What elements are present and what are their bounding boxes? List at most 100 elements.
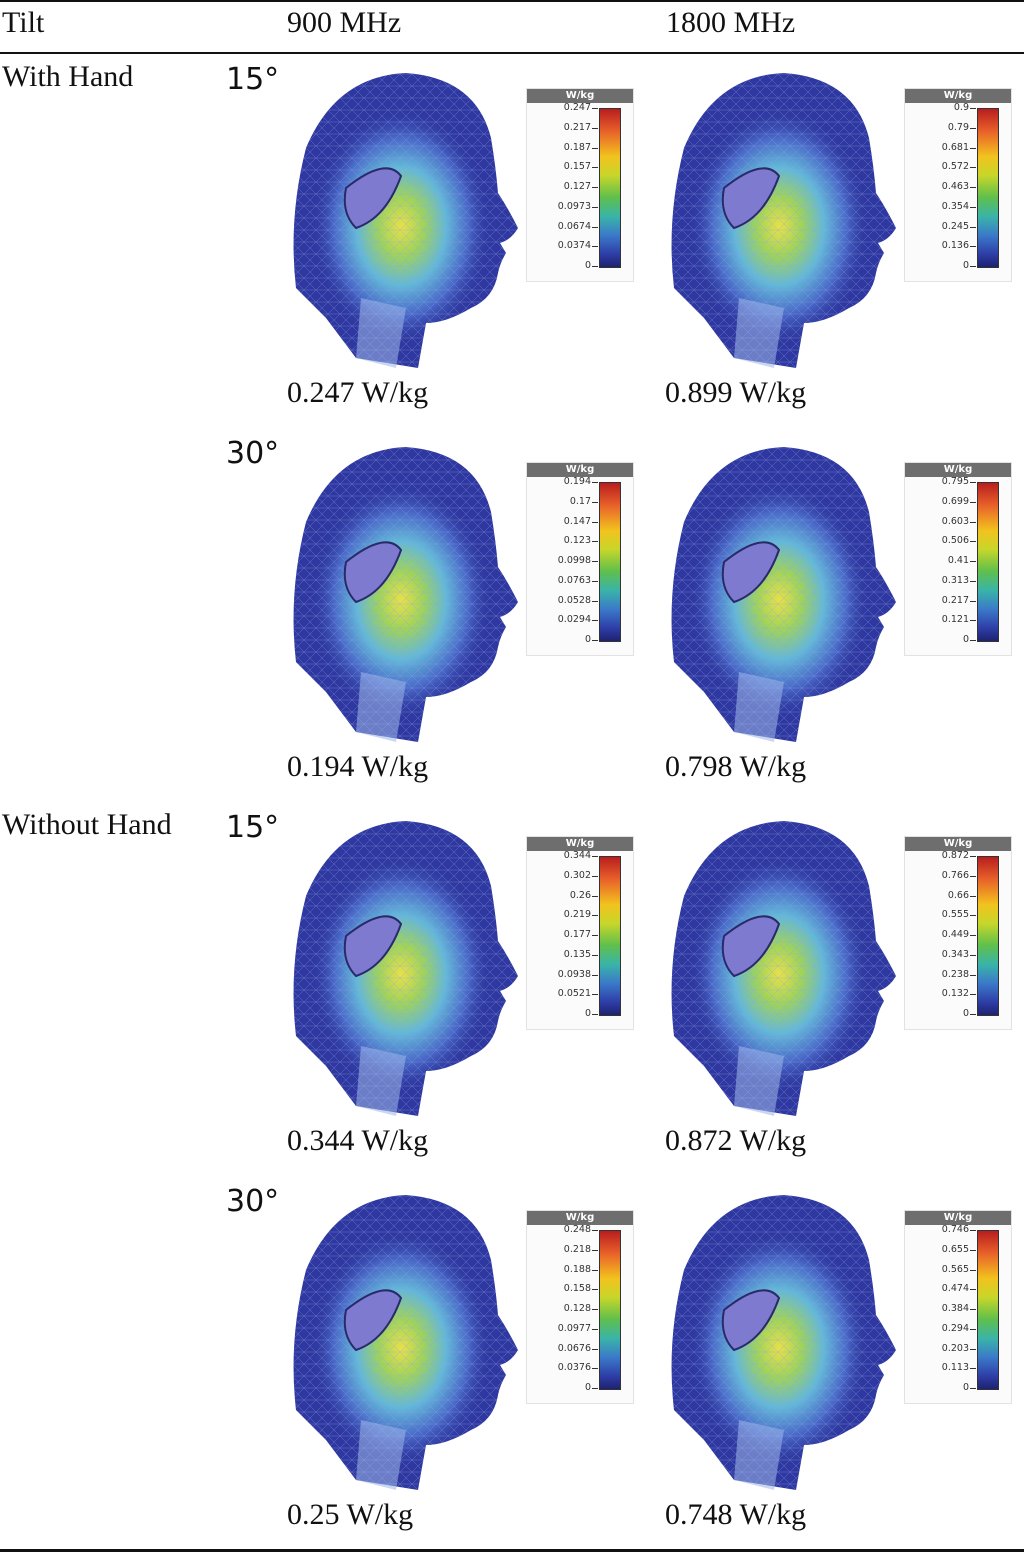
colorbar-tick-label: 0.449 bbox=[905, 930, 976, 940]
header-tilt: Tilt bbox=[2, 6, 45, 39]
colorbar-gradient bbox=[599, 856, 621, 1016]
colorbar-unit: W/kg bbox=[905, 1211, 1011, 1225]
colorbar-tick-label: 0.603 bbox=[905, 516, 976, 527]
ear-shape bbox=[343, 1289, 403, 1352]
sar-colorbar: W/kg 0.746 0.655 0.565 0.474 0.384 0.294 0.203… bbox=[904, 1210, 1012, 1404]
peak-sar-value: 0.899 W/kg bbox=[665, 376, 807, 409]
colorbar-tick-label: 0.506 bbox=[905, 536, 976, 546]
colorbar-tick-label: 0 bbox=[527, 261, 598, 271]
colorbar-tick-label: 0.66 bbox=[905, 890, 976, 901]
colorbar-unit: W/kg bbox=[905, 837, 1011, 851]
colorbar-tick-label: 0.113 bbox=[905, 1363, 976, 1373]
colorbar-tick-label: 0.0676 bbox=[527, 1343, 598, 1354]
header-1800mhz: 1800 MHz bbox=[666, 6, 796, 39]
colorbar-tick-label: 0.313 bbox=[905, 575, 976, 586]
colorbar-tick-label: 0.217 bbox=[527, 122, 598, 133]
colorbar-tick-label: 0.127 bbox=[527, 182, 598, 192]
tilt-label: 30° bbox=[226, 436, 280, 471]
tilt-label: 15° bbox=[226, 62, 280, 97]
colorbar-tick-label: 0.0521 bbox=[527, 989, 598, 999]
colorbar-tick-label: 0.9 bbox=[905, 103, 976, 113]
colorbar-tick-label: 0 bbox=[905, 1383, 976, 1393]
colorbar-tick-label: 0.158 bbox=[527, 1284, 598, 1294]
colorbar-tick-label: 0.218 bbox=[527, 1244, 598, 1255]
sar-cell-1800mhz: W/kg 0.746 0.655 0.565 0.474 0.384 0.294 0.203… bbox=[664, 1190, 1024, 1520]
colorbar-tick-label: 0 bbox=[527, 1383, 598, 1393]
table-bottom-rule bbox=[0, 1549, 1024, 1552]
colorbar-tick-label: 0.17 bbox=[527, 496, 598, 507]
sar-cell-900mhz: W/kg 0.247 0.217 0.187 0.157 0.127 0.0973 0.06… bbox=[286, 68, 646, 398]
neck-region bbox=[356, 1420, 406, 1490]
peak-sar-value: 0.344 W/kg bbox=[287, 1124, 429, 1157]
colorbar-tick-label: 0 bbox=[527, 635, 598, 645]
peak-sar-value: 0.872 W/kg bbox=[665, 1124, 807, 1157]
ear-shape bbox=[343, 915, 403, 978]
colorbar-tick-label: 0.0374 bbox=[527, 241, 598, 251]
head-sar-visualization bbox=[671, 73, 896, 368]
colorbar-tick-label: 0.474 bbox=[905, 1284, 976, 1294]
colorbar-tick-label: 0.238 bbox=[905, 969, 976, 980]
ear-shape bbox=[721, 167, 781, 230]
sar-colorbar: W/kg 0.248 0.218 0.188 0.158 0.128 0.0977 0.06… bbox=[526, 1210, 634, 1404]
colorbar-tick-label: 0.0973 bbox=[527, 201, 598, 212]
colorbar-gradient bbox=[599, 482, 621, 642]
head-sar-visualization bbox=[293, 447, 518, 742]
colorbar-tick-label: 0.157 bbox=[527, 162, 598, 172]
colorbar-tick-label: 0.343 bbox=[905, 949, 976, 960]
colorbar-tick-label: 0.79 bbox=[905, 122, 976, 133]
colorbar-tick-label: 0.203 bbox=[905, 1343, 976, 1354]
colorbar-tick-label: 0.354 bbox=[905, 201, 976, 212]
colorbar-tick-label: 0.0998 bbox=[527, 556, 598, 566]
colorbar-tick-label: 0.247 bbox=[527, 103, 598, 113]
colorbar-unit: W/kg bbox=[905, 89, 1011, 103]
colorbar-tick-label: 0.0763 bbox=[527, 575, 598, 586]
colorbar-gradient bbox=[977, 108, 999, 268]
peak-sar-value: 0.194 W/kg bbox=[287, 750, 429, 783]
colorbar-tick-label: 0.147 bbox=[527, 516, 598, 527]
neck-region bbox=[734, 1420, 784, 1490]
colorbar-tick-label: 0.123 bbox=[527, 536, 598, 546]
colorbar-tick-label: 0.128 bbox=[527, 1304, 598, 1314]
head-sar-visualization bbox=[293, 73, 518, 368]
table-header-rule bbox=[0, 52, 1024, 54]
colorbar-tick-label: 0.766 bbox=[905, 870, 976, 881]
colorbar-tick-label: 0.245 bbox=[905, 221, 976, 232]
tilt-label: 30° bbox=[226, 1184, 280, 1219]
colorbar-tick-label: 0 bbox=[527, 1009, 598, 1019]
peak-sar-value: 0.25 W/kg bbox=[287, 1498, 414, 1531]
colorbar-gradient bbox=[977, 1230, 999, 1390]
neck-region bbox=[734, 298, 784, 368]
table-top-rule bbox=[0, 0, 1024, 2]
colorbar-tick-label: 0.217 bbox=[905, 595, 976, 606]
colorbar-tick-label: 0.135 bbox=[527, 949, 598, 960]
sar-colorbar: W/kg 0.194 0.17 0.147 0.123 0.0998 0.0763 0.05… bbox=[526, 462, 634, 656]
ear-shape bbox=[721, 915, 781, 978]
colorbar-unit: W/kg bbox=[527, 1211, 633, 1225]
neck-region bbox=[356, 298, 406, 368]
colorbar-gradient bbox=[977, 482, 999, 642]
colorbar-tick-label: 0.872 bbox=[905, 851, 976, 861]
colorbar-unit: W/kg bbox=[905, 463, 1011, 477]
colorbar-tick-label: 0.0376 bbox=[527, 1363, 598, 1373]
group-label-with-hand: With Hand bbox=[2, 60, 134, 93]
colorbar-gradient bbox=[599, 108, 621, 268]
colorbar-tick-label: 0.555 bbox=[905, 910, 976, 920]
sar-colorbar: W/kg 0.872 0.766 0.66 0.555 0.449 0.343 0.238 0… bbox=[904, 836, 1012, 1030]
colorbar-tick-label: 0.655 bbox=[905, 1244, 976, 1255]
head-sar-visualization bbox=[293, 821, 518, 1116]
colorbar-tick-label: 0.572 bbox=[905, 162, 976, 172]
head-sar-visualization bbox=[671, 821, 896, 1116]
colorbar-tick-label: 0.384 bbox=[905, 1304, 976, 1314]
colorbar-gradient bbox=[977, 856, 999, 1016]
colorbar-tick-label: 0 bbox=[905, 1009, 976, 1019]
colorbar-tick-label: 0.463 bbox=[905, 182, 976, 192]
sar-cell-1800mhz: W/kg 0.795 0.699 0.603 0.506 0.41 0.313 0.217 0… bbox=[664, 442, 1024, 772]
head-sar-visualization bbox=[671, 447, 896, 742]
colorbar-tick-label: 0.136 bbox=[905, 241, 976, 251]
header-900mhz: 900 MHz bbox=[287, 6, 402, 39]
colorbar-gradient bbox=[599, 1230, 621, 1390]
tilt-label: 15° bbox=[226, 810, 280, 845]
peak-sar-value: 0.798 W/kg bbox=[665, 750, 807, 783]
peak-sar-value: 0.748 W/kg bbox=[665, 1498, 807, 1531]
colorbar-tick-label: 0.41 bbox=[905, 556, 976, 566]
